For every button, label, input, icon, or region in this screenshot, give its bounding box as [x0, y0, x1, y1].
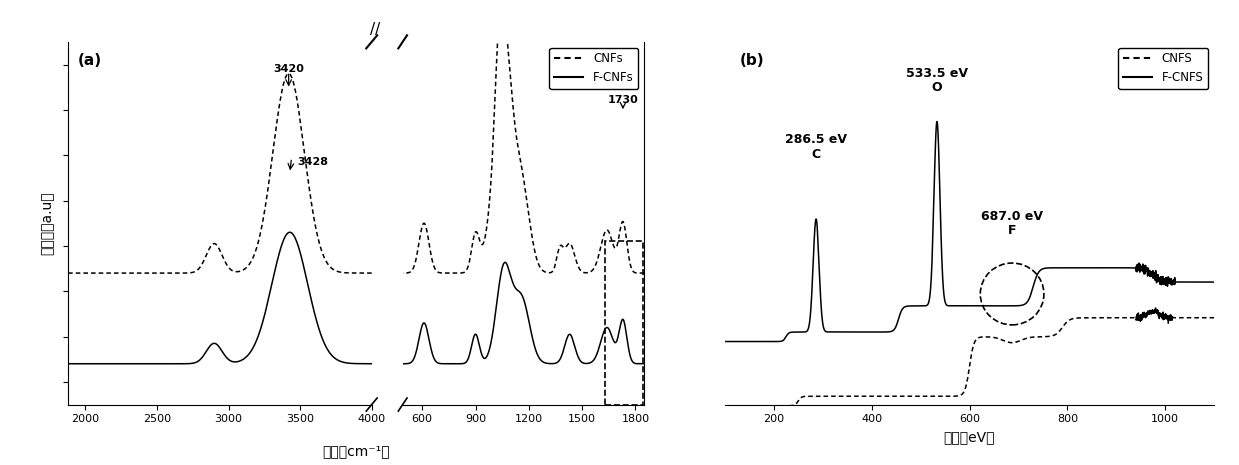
X-axis label: 键能（eV）: 键能（eV） — [944, 430, 995, 444]
Legend: CNFS, F-CNFS: CNFS, F-CNFS — [1118, 48, 1208, 89]
Text: 1730: 1730 — [607, 95, 638, 105]
Text: 286.5 eV: 286.5 eV — [786, 133, 847, 146]
Text: //: // — [369, 22, 380, 37]
Y-axis label: 吸光度（a.u）: 吸光度（a.u） — [40, 192, 55, 255]
Text: (a): (a) — [77, 53, 102, 68]
Text: F: F — [1007, 224, 1016, 237]
Text: O: O — [932, 81, 943, 94]
Legend: CNFs, F-CNFs: CNFs, F-CNFs — [549, 48, 638, 89]
Text: (b): (b) — [740, 53, 764, 68]
Text: C: C — [812, 148, 820, 161]
Text: 687.0 eV: 687.0 eV — [981, 210, 1043, 223]
Bar — [605, 241, 643, 405]
Text: 533.5 eV: 533.5 eV — [906, 67, 968, 80]
Text: 3428: 3428 — [297, 158, 328, 167]
Text: 3420: 3420 — [274, 64, 304, 73]
Text: 波数（cm⁻¹）: 波数（cm⁻¹） — [322, 445, 390, 458]
